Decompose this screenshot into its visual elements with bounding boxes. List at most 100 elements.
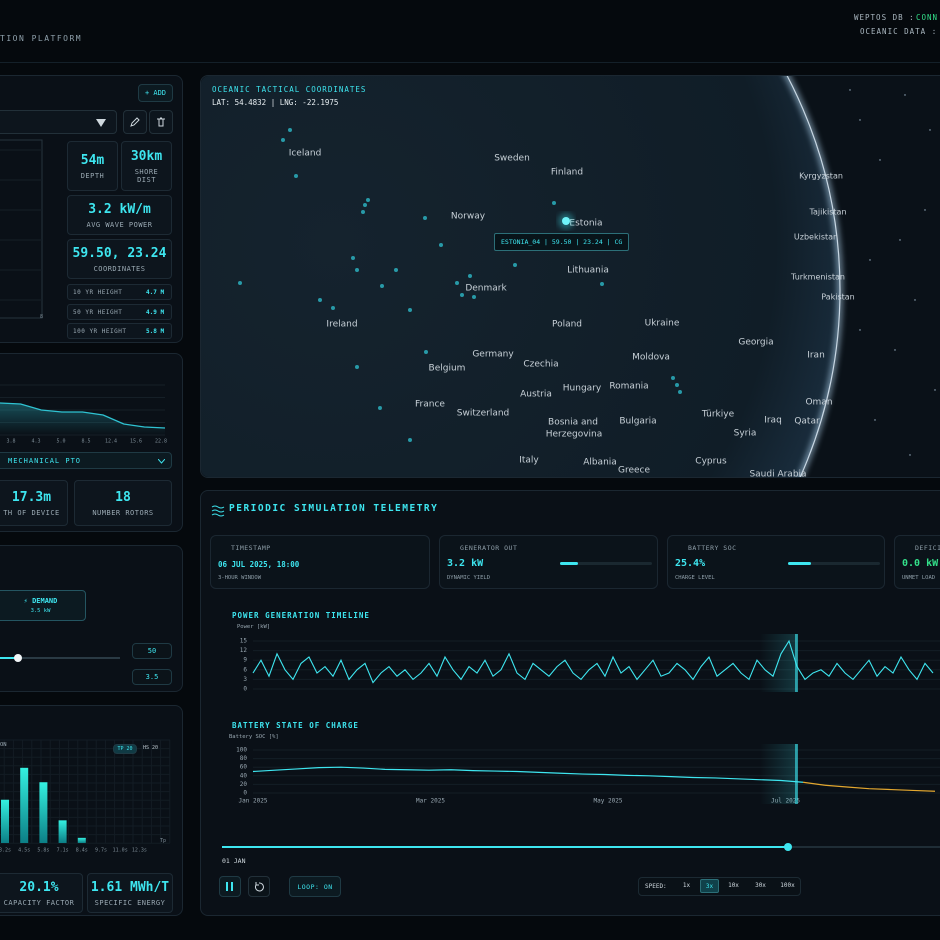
delete-button[interactable] xyxy=(149,110,173,134)
edit-button[interactable] xyxy=(123,110,147,134)
metric-label: BATTERY SOC xyxy=(688,544,737,552)
stat-value: 3.2 kW/m xyxy=(88,201,151,217)
y-tick-label: 20 xyxy=(240,781,248,788)
site-dot xyxy=(424,350,428,354)
site-dot xyxy=(460,293,464,297)
globe-rim xyxy=(201,76,841,477)
slider-thumb[interactable] xyxy=(14,654,22,662)
site-dot xyxy=(423,216,427,220)
metric-value: 06 JUL 2025, 18:00 xyxy=(218,560,300,569)
stat-card: 54m DEPTH xyxy=(67,141,118,191)
reset-button[interactable] xyxy=(248,876,270,897)
y-axis-label: Battery SOC [%] xyxy=(229,734,279,740)
country-label: Bosnia and xyxy=(548,418,598,428)
country-label: Austria xyxy=(520,390,552,400)
pto-label: MECHANICAL PTO xyxy=(8,456,82,465)
chart-title: BATTERY STATE OF CHARGE xyxy=(232,721,359,730)
progress-track xyxy=(560,562,652,565)
y-tick-label: 60 xyxy=(240,764,248,771)
star xyxy=(849,89,851,91)
pause-button[interactable] xyxy=(219,876,241,897)
loop-button[interactable]: LOOP: ON xyxy=(289,876,341,897)
speed-option[interactable]: 100x xyxy=(780,882,795,889)
axis-label: Tp xyxy=(160,838,167,844)
toggle[interactable]: TP 20 xyxy=(113,744,137,754)
chevron xyxy=(158,459,165,464)
playhead xyxy=(795,744,798,804)
add-button[interactable]: + ADD xyxy=(138,84,173,102)
y-axis-label: Power [kW] xyxy=(237,624,271,630)
hist-bar xyxy=(39,782,48,843)
curve-area xyxy=(0,403,165,435)
stat-value: 1.61 MWh/T xyxy=(90,879,170,895)
metric-sub: UNMET LOAD xyxy=(902,575,936,581)
metric-card: TIMESTAMP 06 JUL 2025, 18:00 3-HOUR WINDOW xyxy=(210,535,430,589)
y-tick-label: 40 xyxy=(240,772,248,779)
site-dot xyxy=(294,174,298,178)
playhead-band xyxy=(760,634,797,692)
ocean-label: OCEANIC DATA : xyxy=(860,27,938,36)
site-dot xyxy=(378,406,382,410)
star xyxy=(924,209,926,211)
chart-tick: 8 xyxy=(40,314,44,320)
country-label: Poland xyxy=(552,320,582,330)
site-dot xyxy=(675,383,679,387)
scrubber-thumb[interactable] xyxy=(784,843,792,851)
stat-label: SPECIFIC ENERGY xyxy=(94,898,166,907)
x-tick-label: 9.7s xyxy=(95,848,107,854)
soc-forecast-line xyxy=(824,784,936,792)
db-label: WEPTOS DB : xyxy=(854,13,915,22)
country-label: Moldova xyxy=(632,353,670,363)
x-tick-label: 3.2s xyxy=(0,848,11,854)
metric-card: BATTERY SOC 25.4% CHARGE LEVEL xyxy=(667,535,885,589)
site-dot xyxy=(331,306,335,310)
x-tick-label: May 2025 xyxy=(594,798,623,805)
metric-label: GENERATOR OUT xyxy=(460,544,518,552)
x-tick-label: 3.8 xyxy=(6,439,15,445)
speed-option[interactable]: 10x xyxy=(728,882,739,889)
site-dot xyxy=(238,281,242,285)
star xyxy=(879,159,881,161)
input-box[interactable]: 3.5 xyxy=(132,669,172,685)
country-label: Oman xyxy=(805,398,832,408)
country-label: Qatar xyxy=(794,417,820,427)
stat-label: TH OF DEVICE xyxy=(3,508,60,517)
country-label: Lithuania xyxy=(567,266,609,276)
site-dot xyxy=(408,438,412,442)
country-label: Pakistan xyxy=(821,293,855,302)
x-tick-label: 12.3s xyxy=(132,848,147,854)
reset-icon xyxy=(255,881,264,891)
metric-value: 0.0 kW xyxy=(902,558,939,569)
stat-label: CAPACITY FACTOR xyxy=(3,898,75,907)
speed-option[interactable]: 30x xyxy=(755,882,766,889)
speed-option[interactable]: 1x xyxy=(682,882,691,889)
pto-dropdown[interactable]: MECHANICAL PTO xyxy=(0,452,172,469)
speed-option[interactable]: 3x xyxy=(700,879,719,893)
country-label: Belgium xyxy=(429,364,466,374)
y-tick-label: 9 xyxy=(243,657,247,664)
input-box[interactable]: 50 xyxy=(132,643,172,659)
demand-button[interactable]: ⚡ DEMAND 3.5 kW xyxy=(0,590,86,621)
toggle[interactable]: HS 20 xyxy=(143,745,159,751)
country-label: Iran xyxy=(807,351,825,361)
metric-value: 25.4% xyxy=(675,558,706,569)
dropdown-arrow xyxy=(96,119,106,127)
site-dot xyxy=(472,295,476,299)
x-tick-label: 8.5 xyxy=(81,439,90,445)
stat-value: 30km xyxy=(130,148,163,164)
metric-label: DEFICI xyxy=(915,544,940,552)
curve-line xyxy=(0,402,166,429)
star xyxy=(934,389,936,391)
country-label: Türkiye xyxy=(701,410,735,420)
stat-label: SHORE DIST xyxy=(134,167,159,184)
stat-label: DEPTH xyxy=(80,171,105,180)
country-label: Saudi Arabia xyxy=(749,470,806,480)
height-value: 5.8 M xyxy=(146,328,165,335)
hist-bar xyxy=(1,799,9,843)
country-label: Italy xyxy=(519,456,539,466)
site-dot xyxy=(552,201,556,205)
site-dropdown[interactable] xyxy=(0,110,117,134)
site-dot xyxy=(380,284,384,288)
height-label: 50 YR HEIGHT xyxy=(73,308,123,316)
hist-bar xyxy=(77,837,86,843)
